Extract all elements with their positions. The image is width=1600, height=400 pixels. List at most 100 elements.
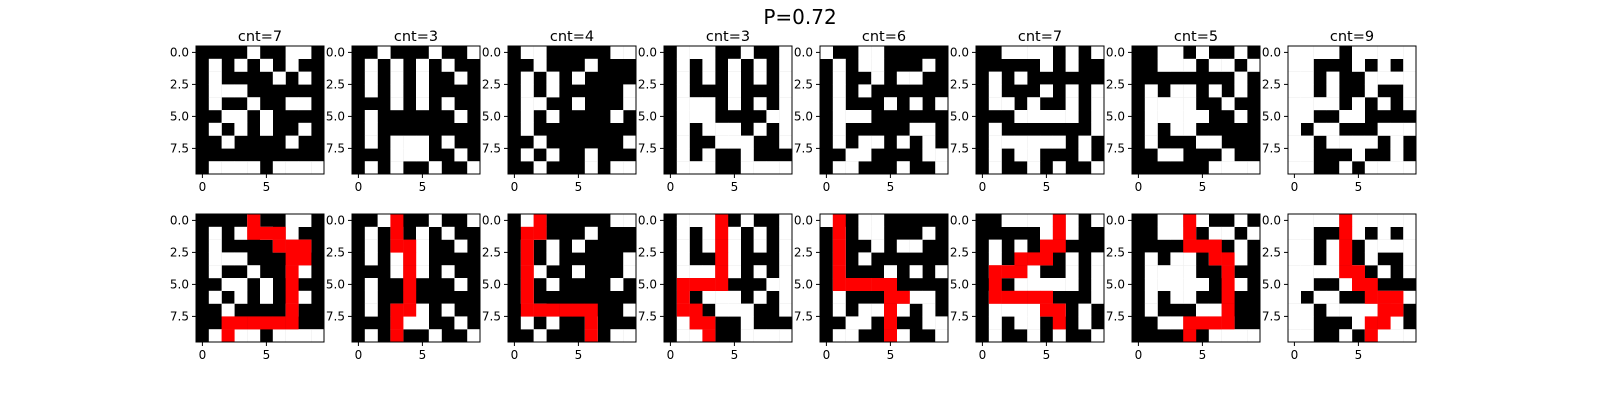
- maze-open-cell: [1300, 303, 1314, 317]
- maze-open-cell: [1144, 97, 1158, 111]
- maze-open-cell: [546, 148, 560, 162]
- maze-open-cell: [1157, 46, 1171, 59]
- path-cell: [390, 214, 404, 227]
- maze-open-cell: [1352, 135, 1365, 149]
- maze-open-cell: [1027, 303, 1041, 317]
- maze-open-cell: [623, 84, 637, 98]
- maze-open-cell: [1027, 265, 1041, 279]
- y-tick-label: 2.5: [482, 77, 501, 91]
- maze-open-cell: [753, 161, 767, 175]
- maze-open-cell: [454, 239, 468, 253]
- y-tick-label: 7.5: [950, 309, 969, 323]
- maze-open-cell: [1326, 303, 1340, 317]
- maze-open-cell: [1196, 214, 1209, 227]
- maze-open-cell: [779, 239, 793, 253]
- maze-open-cell: [1196, 46, 1209, 59]
- maze-open-cell: [702, 265, 716, 279]
- maze-open-cell: [1040, 58, 1053, 72]
- maze-open-cell: [416, 71, 429, 85]
- maze-open-cell: [896, 135, 910, 149]
- maze-open-cell: [896, 303, 910, 317]
- maze-open-cell: [909, 239, 923, 253]
- maze-open-cell: [285, 97, 299, 111]
- x-tick-label: 5: [731, 180, 739, 194]
- maze-open-cell: [364, 71, 378, 85]
- maze-open-cell: [260, 110, 273, 123]
- y-tick-label: 0.0: [950, 213, 969, 227]
- maze-open-cell: [871, 135, 885, 149]
- maze-open-cell: [728, 226, 741, 240]
- path-cell: [1221, 265, 1235, 279]
- maze-open-cell: [416, 252, 429, 266]
- maze-open-cell: [702, 226, 716, 240]
- maze-open-cell: [1196, 278, 1209, 291]
- maze-open-cell: [1288, 110, 1301, 123]
- maze-open-cell: [988, 329, 1002, 343]
- y-tick-label: 2.5: [794, 77, 813, 91]
- maze-open-cell: [1040, 46, 1053, 59]
- path-cell: [1377, 316, 1391, 330]
- maze-open-cell: [1144, 110, 1158, 123]
- maze-open-cell: [896, 71, 910, 85]
- maze-open-cell: [1014, 46, 1028, 59]
- maze-open-cell: [1339, 278, 1353, 291]
- maze-open-cell: [922, 316, 936, 330]
- maze-open-cell: [1065, 110, 1079, 123]
- maze-open-cell: [832, 122, 846, 136]
- maze-open-cell: [676, 148, 690, 162]
- maze-open-cell: [1170, 84, 1184, 98]
- maze-open-cell: [766, 278, 780, 291]
- y-tick-label: 7.5: [170, 309, 189, 323]
- axes-frame: [1131, 45, 1261, 175]
- y-tick-label: 2.5: [1106, 245, 1125, 259]
- maze-open-cell: [1288, 316, 1301, 330]
- maze-open-cell: [416, 148, 429, 162]
- maze-open-cell: [1352, 46, 1365, 59]
- maze-open-cell: [1027, 148, 1041, 162]
- y-tick-label: 0.0: [482, 213, 501, 227]
- maze-open-cell: [546, 84, 560, 98]
- path-cell: [285, 290, 299, 304]
- y-tick-label: 5.0: [1106, 109, 1125, 123]
- maze-open-cell: [572, 97, 585, 111]
- maze-open-cell: [1001, 46, 1015, 59]
- y-tick-label: 5.0: [950, 277, 969, 291]
- maze-open-cell: [1065, 265, 1079, 279]
- maze-open-cell: [1183, 110, 1197, 123]
- maze-open-cell: [272, 329, 286, 343]
- maze-open-cell: [766, 161, 780, 175]
- path-cell: [1040, 239, 1053, 253]
- maze-open-cell: [871, 303, 885, 317]
- maze-open-cell: [221, 252, 235, 266]
- maze-open-cell: [858, 84, 872, 98]
- maze-open-cell: [1170, 46, 1184, 59]
- path-cell: [871, 278, 885, 291]
- maze-open-cell: [247, 97, 261, 111]
- y-tick-label: 5.0: [1262, 109, 1281, 123]
- maze-open-cell: [858, 316, 872, 330]
- maze-open-cell: [533, 329, 547, 343]
- maze-open-cell: [1208, 161, 1222, 175]
- maze-open-cell: [247, 46, 261, 59]
- maze-open-cell: [623, 97, 637, 111]
- maze-open-cell: [779, 161, 793, 175]
- y-tick-label: 0.0: [794, 45, 813, 59]
- maze-open-cell: [1091, 110, 1105, 123]
- maze-open-cell: [390, 135, 404, 149]
- x-tick-label: 0: [199, 180, 207, 194]
- axes-frame: [1131, 213, 1261, 343]
- maze-open-cell: [858, 46, 872, 59]
- maze-open-cell: [1288, 71, 1301, 85]
- maze-open-cell: [702, 290, 716, 304]
- y-tick-label: 7.5: [326, 309, 345, 323]
- y-tick-label: 5.0: [170, 109, 189, 123]
- maze-open-cell: [1065, 84, 1079, 98]
- x-tick-label: 0: [823, 348, 831, 362]
- maze-open-cell: [753, 329, 767, 343]
- maze-open-cell: [1052, 135, 1066, 149]
- maze-open-cell: [1170, 265, 1184, 279]
- maze-open-cell: [403, 148, 417, 162]
- path-cell: [689, 278, 703, 291]
- maze-open-cell: [1390, 122, 1404, 136]
- path-cell: [390, 329, 404, 343]
